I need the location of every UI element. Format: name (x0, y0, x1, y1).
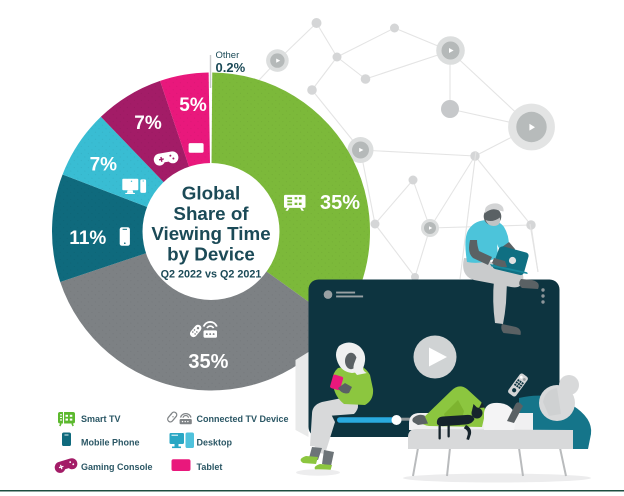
svg-text:7%: 7% (90, 154, 118, 175)
svg-text:Desktop: Desktop (197, 438, 233, 448)
svg-text:0.2%: 0.2% (216, 60, 246, 75)
svg-text:Viewing Time: Viewing Time (151, 223, 270, 244)
svg-text:Share of: Share of (173, 203, 249, 224)
svg-text:Mobile Phone: Mobile Phone (81, 438, 140, 448)
svg-text:Connected TV Device: Connected TV Device (197, 414, 289, 424)
svg-text:5%: 5% (179, 95, 207, 116)
svg-text:7%: 7% (134, 113, 162, 134)
svg-text:35%: 35% (320, 192, 360, 214)
svg-text:Gaming Console: Gaming Console (81, 462, 153, 472)
svg-text:35%: 35% (188, 351, 228, 373)
svg-text:Smart TV: Smart TV (81, 414, 121, 424)
svg-text:Tablet: Tablet (197, 462, 223, 472)
svg-text:by Device: by Device (167, 244, 255, 265)
svg-text:Other: Other (216, 50, 240, 61)
svg-text:Q2 2022 vs Q2 2021: Q2 2022 vs Q2 2021 (161, 269, 262, 281)
svg-text:11%: 11% (69, 228, 106, 249)
svg-text:Global: Global (182, 183, 240, 204)
